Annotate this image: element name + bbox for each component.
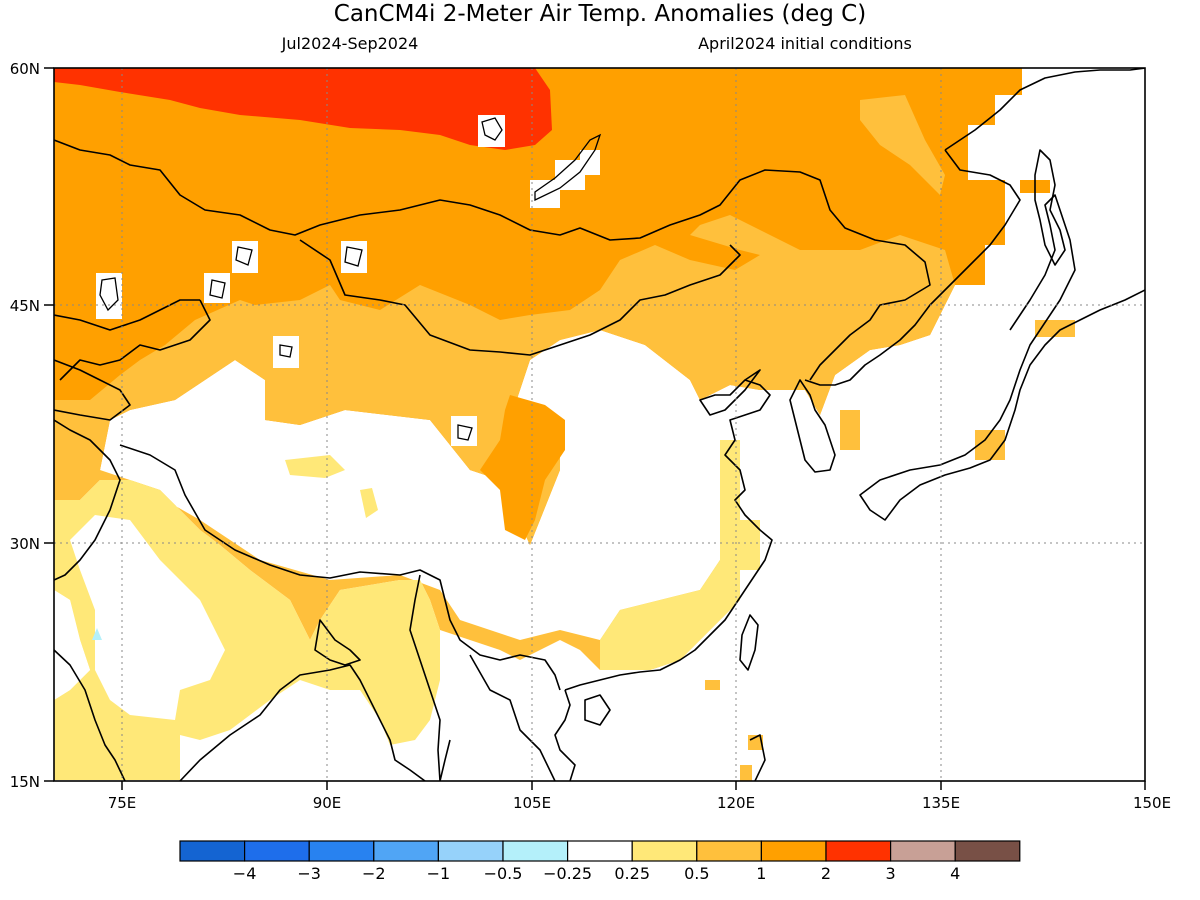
period-label: Jul2024-Sep2024 — [281, 34, 419, 53]
anomaly-region-0.25-0.5-tibet-spot — [285, 455, 345, 478]
anomaly-spot-negative — [92, 628, 102, 640]
colorbar-swatch — [566, 840, 633, 862]
map-frame — [53, 67, 1146, 782]
colorbar-label: −4 — [233, 864, 257, 883]
anomaly-region-3-4 — [54, 68, 552, 150]
lon-tick-150E: 150E — [1133, 794, 1171, 812]
lake-outlines — [99, 117, 602, 441]
latitude-ticks — [44, 67, 54, 782]
colorbar-label: 0.5 — [684, 864, 709, 883]
neutral-region-india — [54, 515, 225, 720]
colorbar-swatch — [760, 840, 827, 862]
colorbar-swatch — [308, 840, 375, 862]
chart-title: CanCM4i 2-Meter Air Temp. Anomalies (deg… — [334, 1, 866, 27]
longitude-ticks — [121, 781, 1146, 790]
grid-lines — [54, 68, 1145, 781]
colorbar-swatch — [244, 840, 310, 862]
anomaly-region-1-2-sichuan — [480, 395, 565, 540]
anomaly-field — [54, 68, 1145, 781]
colorbar-swatch — [179, 840, 246, 862]
colorbar-label: 4 — [950, 864, 960, 883]
colorbar-swatch — [696, 840, 762, 862]
lat-tick-60N: 60N — [10, 60, 40, 78]
colorbar: −4 −3 −2 −1 −0.5 −0.25 0.25 0.5 1 2 3 4 — [179, 840, 1021, 883]
lon-tick-75E: 75E — [108, 794, 137, 812]
lat-tick-15N: 15N — [10, 773, 40, 791]
colorbar-label: −0.5 — [484, 864, 523, 883]
national-borders — [54, 139, 931, 781]
colorbar-label: 2 — [821, 864, 831, 883]
initial-conditions-label: April2024 initial conditions — [698, 34, 912, 53]
colorbar-swatch — [631, 840, 698, 862]
lon-tick-90E: 90E — [313, 794, 342, 812]
lat-tick-30N: 30N — [10, 535, 40, 553]
lon-tick-135E: 135E — [922, 794, 960, 812]
lon-tick-120E: 120E — [717, 794, 755, 812]
colorbar-swatch — [373, 840, 439, 862]
anomaly-region-0.25-0.5-south-china — [600, 440, 760, 670]
anomaly-region-1-2 — [54, 68, 1022, 545]
colorbar-swatch — [502, 840, 569, 862]
colorbar-swatch — [889, 840, 956, 862]
colorbar-swatch — [825, 840, 892, 862]
longitude-labels: 75E 90E 105E 120E 135E 150E — [108, 794, 1171, 812]
lon-tick-105E: 105E — [513, 794, 551, 812]
colorbar-label: 0.25 — [614, 864, 650, 883]
colorbar-label: −0.25 — [543, 864, 592, 883]
colorbar-label: 1 — [756, 864, 766, 883]
coastlines — [54, 68, 1145, 781]
anomaly-region-0.25-0.5-tibet-spot2 — [360, 488, 378, 518]
colorbar-swatch — [954, 840, 1021, 862]
lat-tick-45N: 45N — [10, 297, 40, 315]
map-panel — [53, 67, 1146, 782]
colorbar-label: −3 — [297, 864, 321, 883]
latitude-labels: 60N 45N 30N 15N — [10, 60, 40, 791]
colorbar-swatch — [437, 840, 504, 862]
anomaly-region-0.5-1-siberia-east — [860, 95, 945, 195]
colorbar-label: −1 — [427, 864, 451, 883]
colorbar-label: 3 — [886, 864, 896, 883]
colorbar-label: −2 — [362, 864, 386, 883]
